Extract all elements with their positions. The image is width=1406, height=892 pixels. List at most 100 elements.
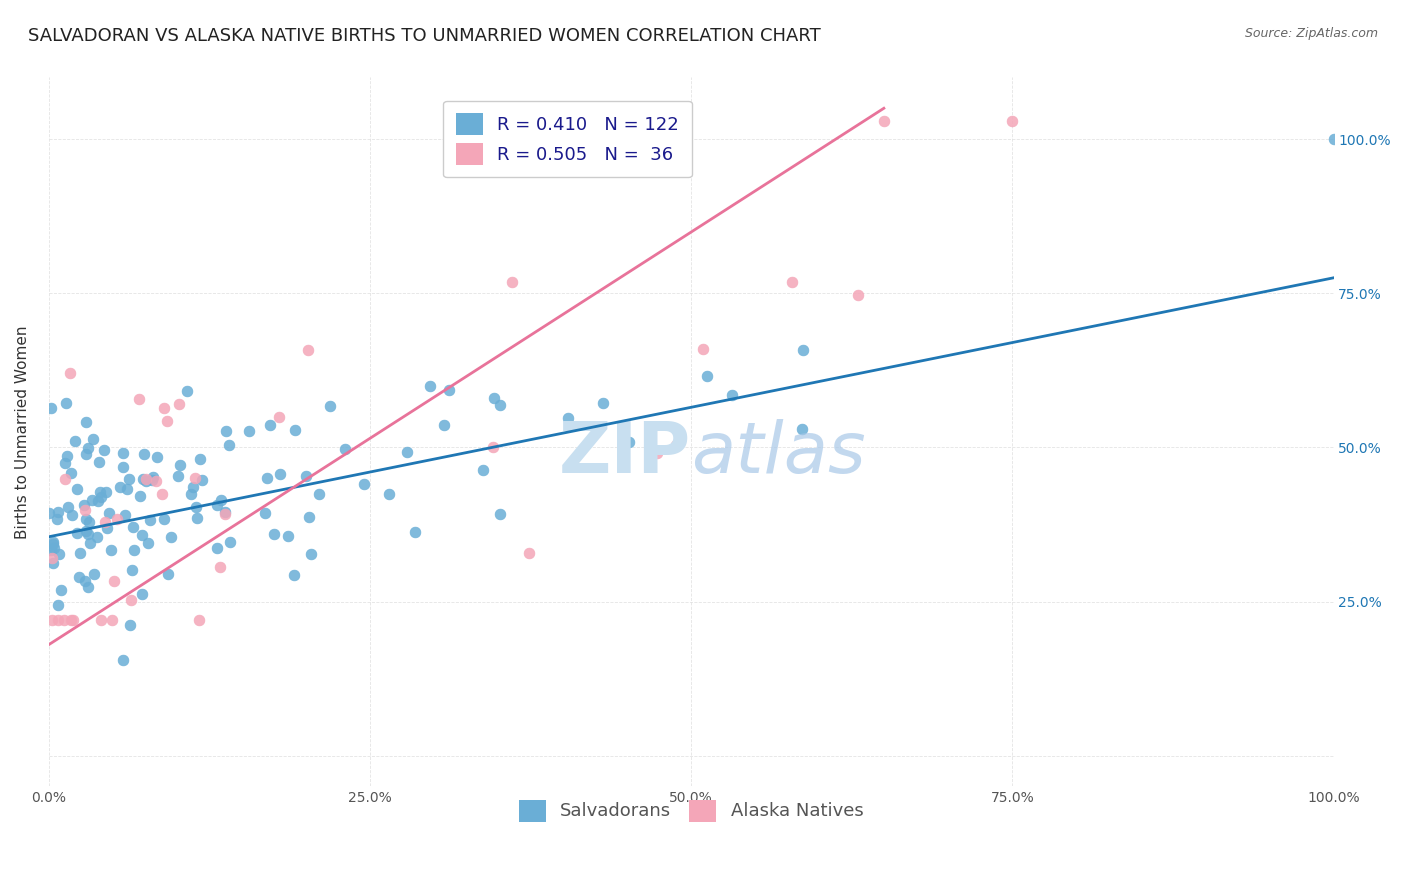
Point bbox=[62, 613, 84, 627]
Point bbox=[153, 401, 176, 415]
Point bbox=[53, 457, 76, 471]
Point bbox=[141, 473, 163, 487]
Point bbox=[52, 613, 75, 627]
Point bbox=[155, 414, 177, 428]
Point bbox=[90, 613, 112, 627]
Point bbox=[118, 472, 141, 486]
Point bbox=[114, 508, 136, 523]
Point bbox=[190, 452, 212, 467]
Point bbox=[124, 542, 146, 557]
Point bbox=[56, 500, 79, 514]
Point bbox=[640, 419, 662, 434]
Point bbox=[77, 515, 100, 529]
Point bbox=[205, 498, 228, 512]
Text: SALVADORAN VS ALASKA NATIVE BIRTHS TO UNMARRIED WOMEN CORRELATION CHART: SALVADORAN VS ALASKA NATIVE BIRTHS TO UN… bbox=[28, 27, 821, 45]
Point bbox=[184, 500, 207, 515]
Point bbox=[42, 541, 65, 556]
Point bbox=[873, 113, 896, 128]
Point bbox=[166, 468, 188, 483]
Point bbox=[238, 424, 260, 438]
Point bbox=[207, 541, 229, 555]
Point bbox=[145, 474, 167, 488]
Point bbox=[665, 438, 688, 452]
Point bbox=[256, 471, 278, 485]
Point bbox=[86, 530, 108, 544]
Point bbox=[299, 547, 322, 561]
Point bbox=[395, 445, 418, 459]
Point bbox=[55, 395, 77, 409]
Point bbox=[96, 521, 118, 535]
Point bbox=[254, 506, 277, 520]
Point bbox=[297, 343, 319, 357]
Point bbox=[142, 470, 165, 484]
Point bbox=[38, 506, 60, 520]
Point bbox=[111, 446, 134, 460]
Point bbox=[51, 583, 73, 598]
Point bbox=[56, 449, 79, 463]
Point bbox=[120, 617, 142, 632]
Point bbox=[132, 472, 155, 486]
Point bbox=[283, 568, 305, 582]
Point bbox=[105, 512, 128, 526]
Point bbox=[720, 388, 742, 402]
Point bbox=[100, 543, 122, 558]
Point bbox=[353, 476, 375, 491]
Point bbox=[87, 494, 110, 508]
Point bbox=[645, 446, 668, 460]
Point bbox=[48, 599, 70, 613]
Point bbox=[128, 392, 150, 406]
Point bbox=[75, 524, 97, 539]
Point bbox=[145, 450, 167, 464]
Point bbox=[135, 472, 157, 486]
Point bbox=[153, 512, 176, 526]
Point bbox=[489, 508, 512, 522]
Point bbox=[176, 384, 198, 398]
Point bbox=[135, 474, 157, 488]
Point bbox=[284, 424, 307, 438]
Point bbox=[117, 483, 139, 497]
Point bbox=[75, 447, 97, 461]
Point bbox=[181, 480, 204, 494]
Point bbox=[156, 567, 179, 582]
Text: Source: ZipAtlas.com: Source: ZipAtlas.com bbox=[1244, 27, 1378, 40]
Point bbox=[89, 485, 111, 500]
Point bbox=[792, 343, 814, 357]
Point bbox=[269, 409, 291, 424]
Point bbox=[69, 546, 91, 560]
Point bbox=[90, 490, 112, 504]
Point bbox=[53, 472, 76, 486]
Point bbox=[846, 288, 869, 302]
Point bbox=[73, 498, 96, 512]
Point bbox=[184, 471, 207, 485]
Point bbox=[167, 396, 190, 410]
Point bbox=[484, 391, 506, 405]
Point bbox=[48, 547, 70, 561]
Point bbox=[319, 399, 342, 413]
Point bbox=[73, 574, 96, 588]
Point bbox=[108, 480, 131, 494]
Point bbox=[150, 486, 173, 500]
Point bbox=[41, 613, 63, 627]
Point bbox=[131, 586, 153, 600]
Point bbox=[76, 527, 98, 541]
Point bbox=[404, 524, 426, 539]
Point bbox=[82, 493, 104, 508]
Point bbox=[294, 468, 316, 483]
Point bbox=[269, 467, 291, 482]
Point bbox=[42, 535, 65, 549]
Point bbox=[277, 529, 299, 543]
Point bbox=[46, 512, 69, 526]
Point bbox=[186, 511, 208, 525]
Point bbox=[377, 487, 399, 501]
Point bbox=[209, 492, 232, 507]
Point bbox=[103, 574, 125, 588]
Point bbox=[190, 473, 212, 487]
Legend: Salvadorans, Alaska Natives: Salvadorans, Alaska Natives bbox=[506, 787, 876, 834]
Point bbox=[46, 505, 69, 519]
Point bbox=[41, 401, 63, 416]
Point bbox=[696, 369, 718, 384]
Point bbox=[489, 398, 512, 412]
Point bbox=[79, 536, 101, 550]
Point bbox=[60, 613, 83, 627]
Text: ZIP: ZIP bbox=[558, 418, 692, 488]
